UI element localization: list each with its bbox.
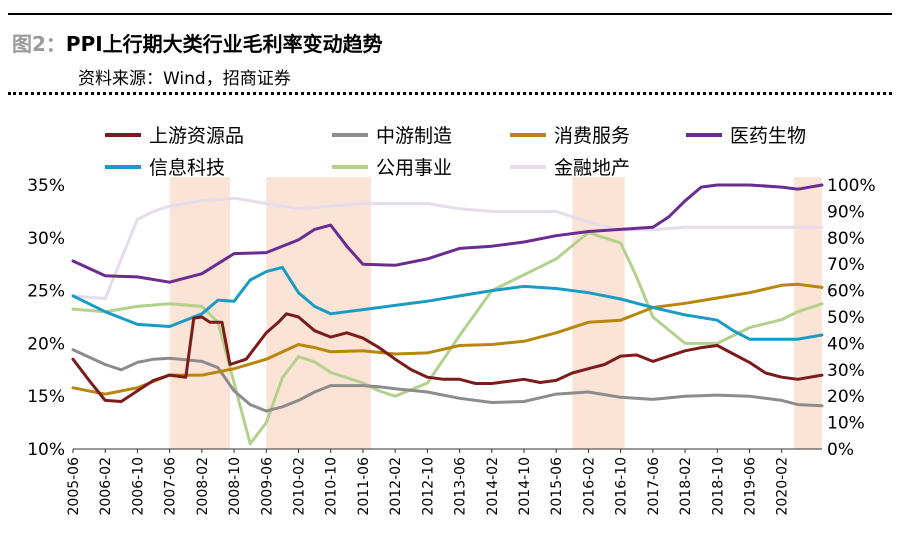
x-tick-label: 2020-02 <box>775 457 791 516</box>
y-right-tick-label: 10% <box>827 414 865 434</box>
series-line-2 <box>71 348 824 413</box>
y-left-tick-label: 35% <box>27 176 65 196</box>
x-tick-label: 2008-02 <box>195 457 211 516</box>
y-right-tick-label: 50% <box>827 308 865 328</box>
x-tick-label: 2006-02 <box>98 457 114 516</box>
shaded-period-2 <box>266 177 371 449</box>
series-line-4 <box>71 183 824 284</box>
x-tick-label: 2017-06 <box>646 457 662 516</box>
x-tick-label: 2007-06 <box>163 457 179 516</box>
x-tick-label: 2014-10 <box>517 457 533 516</box>
x-tick-label: 2018-10 <box>710 457 726 516</box>
y-right-tick-label: 60% <box>827 282 865 302</box>
x-tick-label: 2018-02 <box>678 457 694 516</box>
legend-label: 消费服务 <box>554 125 630 147</box>
shaded-periods <box>169 177 822 449</box>
x-tick-label: 2011-06 <box>356 457 372 516</box>
legend-label: 中游制造 <box>376 125 452 147</box>
figure-title-text: PPI上行期大类行业毛利率变动趋势 <box>65 32 383 56</box>
x-tick-label: 2012-02 <box>388 457 404 516</box>
x-tick-label: 2010-02 <box>292 457 308 516</box>
y-right-tick-label: 40% <box>827 334 865 354</box>
y-right-tick-label: 70% <box>827 255 865 275</box>
y-right-tick-label: 100% <box>827 176 876 196</box>
legend-label: 信息科技 <box>149 157 225 179</box>
figure-label: 图2： <box>12 32 66 56</box>
x-tick-label: 2008-10 <box>227 457 243 516</box>
x-tick-label: 2012-10 <box>420 457 436 516</box>
x-tick-label: 2006-10 <box>130 457 146 516</box>
x-tick-label: 2015-06 <box>549 457 565 516</box>
x-tick-label: 2019-06 <box>743 457 759 516</box>
series-lines <box>71 183 824 446</box>
axes: 10% 15% 20% 25% 30% 35% 0% 10% 20% 30% 40% 50% 60% 70… <box>27 176 875 516</box>
x-tick-label: 2013-06 <box>453 457 469 516</box>
figure-title: 图2：PPI上行期大类行业毛利率变动趋势 <box>12 28 383 57</box>
x-tick-label: 2005-06 <box>66 457 82 516</box>
series-line-7 <box>71 196 824 300</box>
y-left-tick-label: 20% <box>27 334 65 354</box>
top-rule <box>8 13 892 15</box>
y-right-tick-label: 90% <box>827 202 865 222</box>
shaded-period-3 <box>572 177 625 449</box>
series-line-3 <box>71 282 824 396</box>
x-tick-label: 2016-10 <box>614 457 630 516</box>
y-right-tick-label: 80% <box>827 229 865 249</box>
y-left-tick-label: 15% <box>27 387 65 407</box>
x-tick-label: 2009-06 <box>259 457 275 516</box>
dotted-separator <box>8 92 892 95</box>
y-left-tick-label: 10% <box>27 440 65 460</box>
source-note: 资料来源：Wind，招商证券 <box>78 69 291 89</box>
legend-label: 公用事业 <box>376 157 452 179</box>
series-line-1 <box>71 312 824 403</box>
y-left-tick-label: 30% <box>27 229 65 249</box>
series-line-5 <box>71 265 824 341</box>
y-right-tick-label: 30% <box>827 361 865 381</box>
y-right-tick-label: 20% <box>827 387 865 407</box>
legend-label: 金融地产 <box>554 157 630 179</box>
x-tick-label: 2016-02 <box>581 457 597 516</box>
legend-label: 医药生物 <box>730 125 806 147</box>
x-tick-label: 2010-10 <box>324 457 340 516</box>
y-right-tick-label: 0% <box>827 440 854 460</box>
x-tick-label: 2014-02 <box>485 457 501 516</box>
legend-label: 上游资源品 <box>149 125 244 147</box>
y-left-tick-label: 25% <box>27 282 65 302</box>
